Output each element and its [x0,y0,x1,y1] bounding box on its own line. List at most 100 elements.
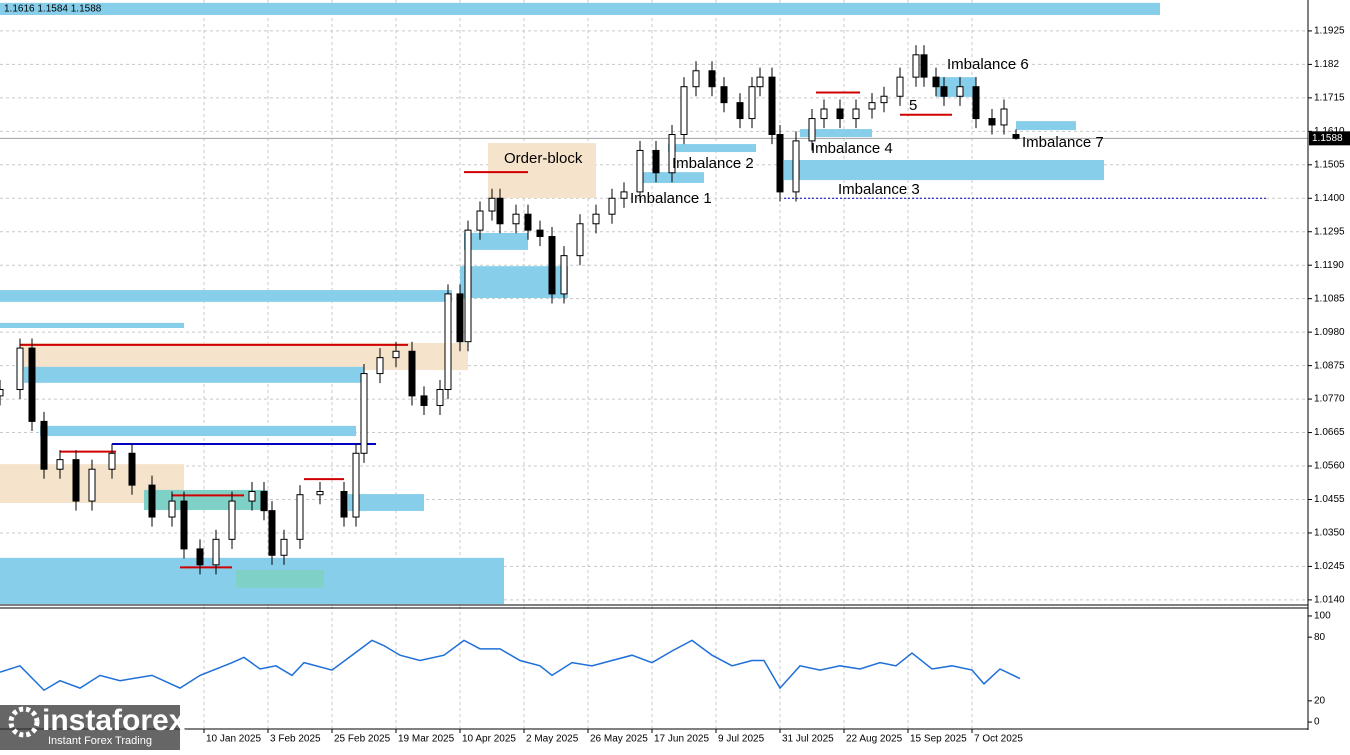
candle-body [260,491,268,512]
candle-body [228,500,236,540]
annotation: Imbalance 3 [838,181,920,198]
candle-body [548,236,556,295]
y-tick-label: 1.0245 [1314,561,1345,572]
candle-body [196,548,204,566]
candle-body [776,134,784,193]
candle-body [464,229,472,343]
candle-body [28,347,36,422]
candle-body [988,118,996,126]
candle-body [748,86,756,120]
annotation: Imbalance 1 [630,190,712,207]
candle-body [512,213,520,225]
x-tick-label: 31 Jul 2025 [782,734,834,745]
candle-body [608,197,616,215]
candle-body [360,373,368,454]
indicator-line [0,639,1021,692]
candle-body [836,108,844,120]
candle-body [420,395,428,406]
candle-body [444,293,452,391]
y-tick-label: 1.0980 [1314,327,1345,338]
x-tick-label: 7 Oct 2025 [974,734,1023,745]
candle-body [40,420,48,470]
ohlc-header: 1.1616 1.1584 1.1588 [4,4,102,15]
candle-body [392,350,400,359]
last-price-box [1309,131,1350,146]
candle-body [932,76,940,88]
candle-body [756,76,764,88]
annotation: Imbalance 4 [811,140,893,157]
x-tick-label: 10 Jan 2025 [206,734,261,745]
y-tick-label: 1.0140 [1314,595,1345,606]
watermark-bg [0,705,180,750]
zone [0,2,1160,15]
zone [20,342,468,371]
indicator-tick-label: 80 [1314,632,1326,643]
watermark-icon [8,706,40,738]
y-tick-label: 1.1505 [1314,159,1345,170]
candle-body [768,76,776,136]
zone [668,144,756,153]
y-tick-label: 1.0350 [1314,528,1345,539]
candle-body [180,500,188,550]
candle-body [720,86,728,104]
candle-body [0,389,4,397]
x-tick-label: 19 Mar 2025 [398,734,455,745]
zone [0,322,184,329]
zone [488,143,596,198]
candle-body [972,86,980,120]
x-tick-label: 22 Aug 2025 [846,734,903,745]
candle-body [940,86,948,97]
candle-body [524,213,532,231]
y-tick-label: 1.1400 [1314,193,1345,204]
candle-body [668,134,676,174]
y-tick-label: 1.1295 [1314,226,1345,237]
candle-body [636,149,644,193]
candle-body [212,538,220,566]
candle-body [488,197,496,212]
candle-body [576,223,584,257]
zone [464,233,528,250]
x-tick-label: 15 Sep 2025 [910,734,967,745]
plot-layer: Order-block Imbalance 1 Imbalance 2 Imbalan… [0,0,1308,728]
y-tick-label: 1.0560 [1314,461,1345,472]
watermark-name: instaforex [42,704,186,737]
indicator-tick-label: 100 [1314,611,1331,622]
y-tick-label: 1.1715 [1314,92,1345,103]
y-tick-label: 1.0665 [1314,427,1345,438]
annotation: Imbalance 7 [1022,134,1104,151]
candle-body [880,95,888,104]
candle-body [72,459,80,502]
candle-body [820,108,828,120]
candle-body [808,118,816,142]
candle-body [16,347,24,391]
candle-body [920,54,928,78]
candle-body [896,76,904,97]
candle-body [692,70,700,88]
candle-body [248,491,256,502]
watermark: instaforex Instant Forex Trading [0,704,186,750]
candle-body [268,510,276,556]
candle-body [280,538,288,556]
candle-body [852,108,860,120]
y-tick-label: 1.0875 [1314,360,1345,371]
candle-body [956,86,964,97]
annotation: Imbalance 6 [947,56,1029,73]
indicator-tick-label: 0 [1314,717,1320,728]
watermark-tagline: Instant Forex Trading [48,735,152,747]
candle-body [408,350,416,397]
candle-body [536,229,544,238]
y-tick-label: 1.182 [1314,59,1339,70]
candle-body [1012,134,1020,139]
candle-body [560,255,568,295]
y-tick-label: 1.1085 [1314,293,1345,304]
candle-body [56,459,64,470]
zone [784,160,1104,181]
candle-body [436,389,444,406]
candle-body [652,149,660,174]
x-tick-label: 9 Jul 2025 [718,734,765,745]
candle-body [912,54,920,78]
x-tick-label: 17 Jun 2025 [654,734,709,745]
candle-body [708,70,716,88]
y-tick-label: 1.1190 [1314,260,1344,271]
candle-body [792,140,800,193]
